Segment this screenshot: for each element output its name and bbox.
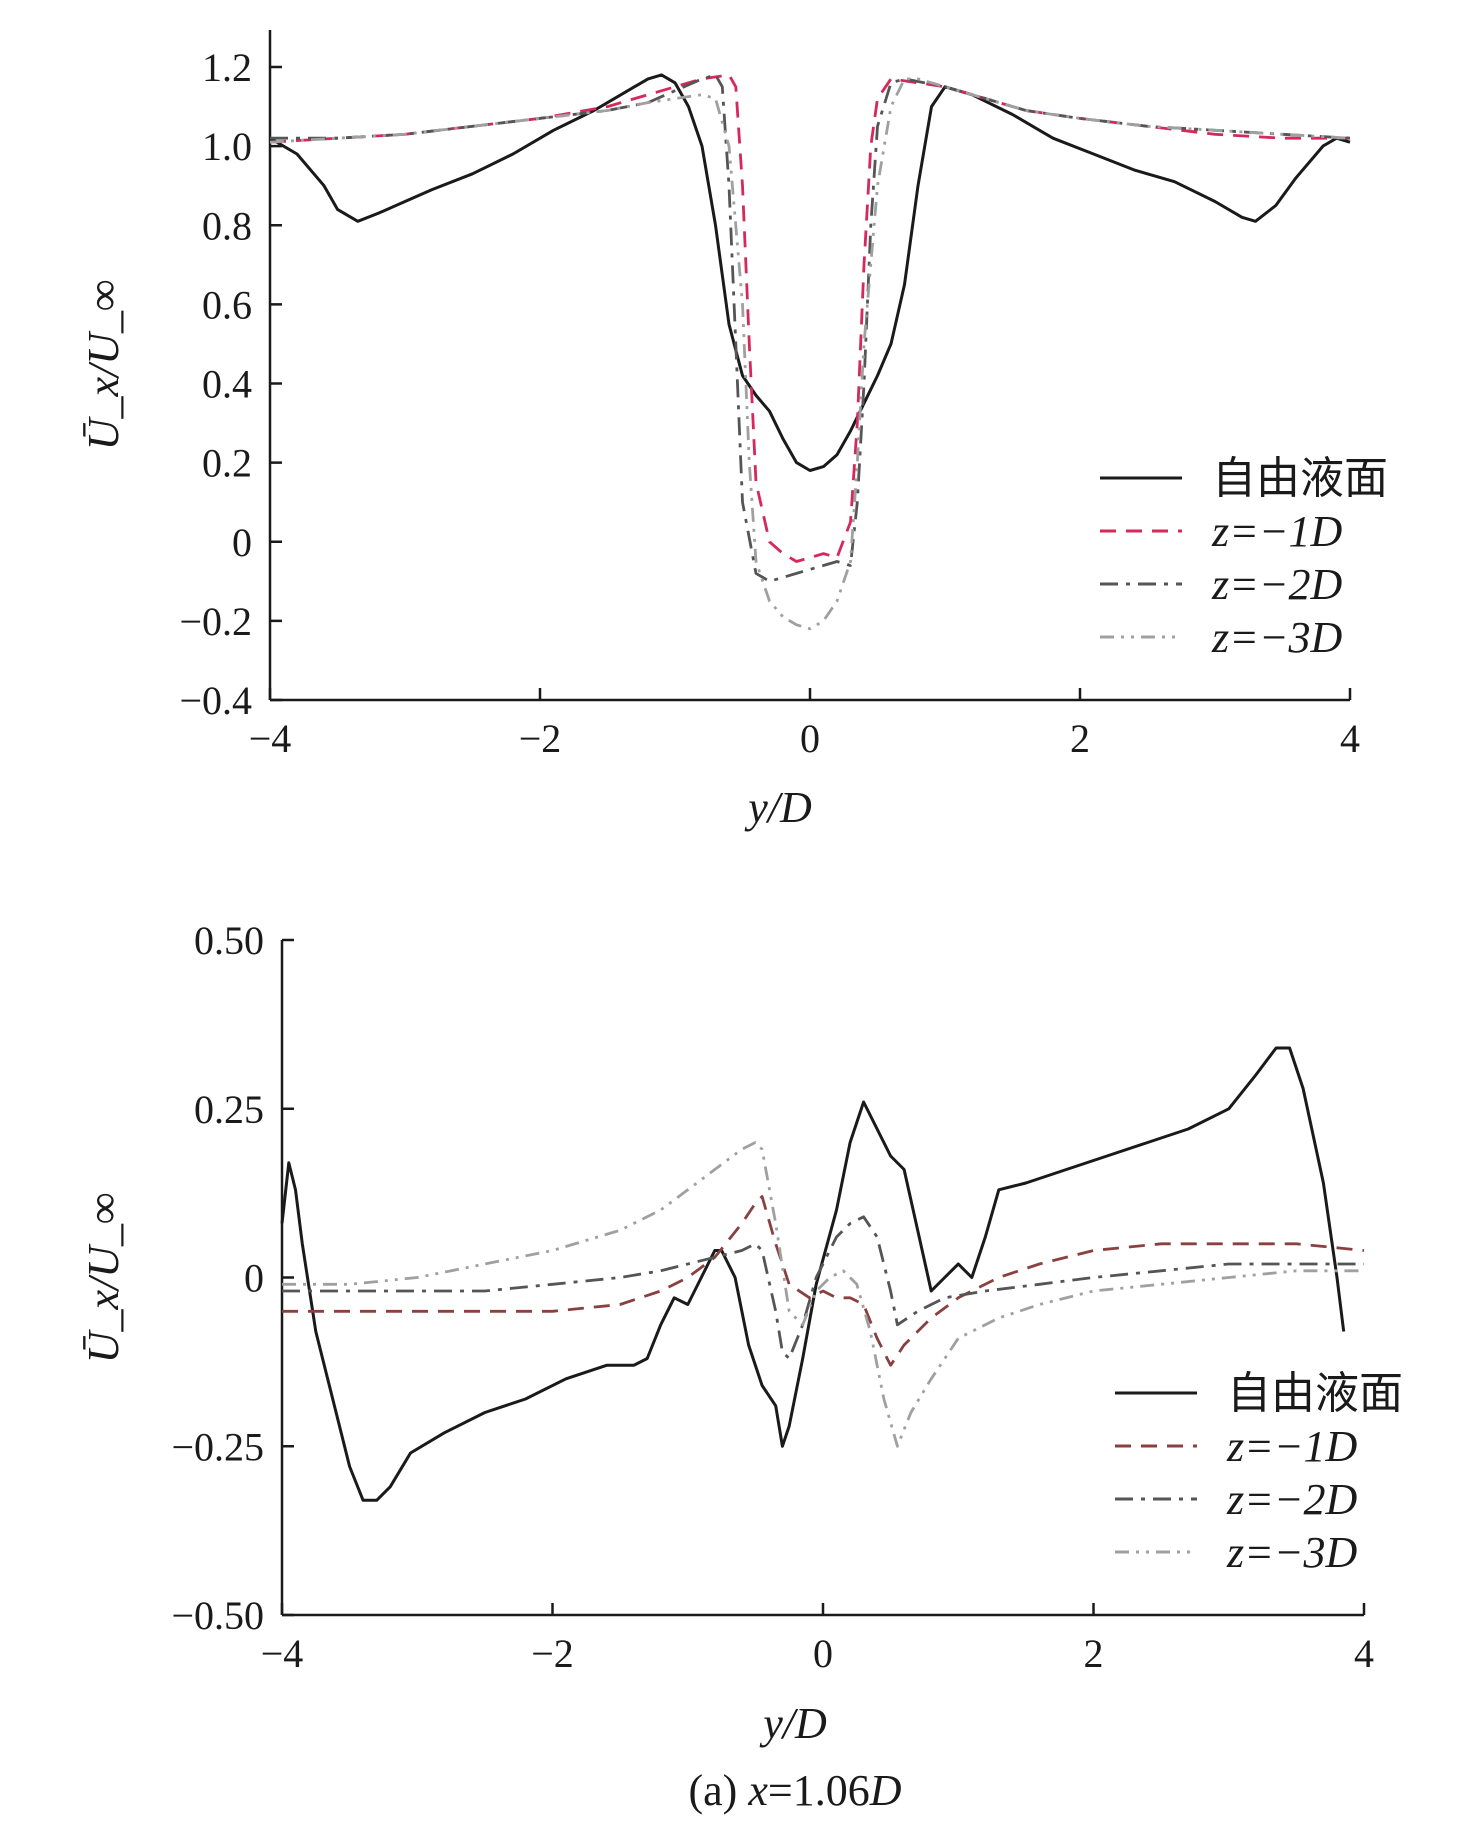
legend-label: z=−3D xyxy=(1226,1528,1358,1577)
x-tick-label: 0 xyxy=(800,716,820,761)
chart-top: 1.2 1.0 0.8 0.6 0.4 0.2 0 −0.2 −0.4−4 −2 0 2 4 y/D Ū… xyxy=(79,30,1388,832)
legend-label: 自由液面 xyxy=(1212,454,1388,503)
y-axis-label-bottom: Ū_x/U_∞ xyxy=(79,1193,128,1364)
y-tick-label: 0.4 xyxy=(202,362,252,407)
series-line-1 xyxy=(280,1046,1346,1502)
legend-label: z=−2D xyxy=(1211,560,1343,609)
x-tick-label: −2 xyxy=(519,716,562,761)
series-line-3 xyxy=(270,73,1351,583)
y-tick-label: −0.2 xyxy=(179,599,252,644)
x-tick-label: 4 xyxy=(1340,716,1360,761)
legend-label: z=−1D xyxy=(1211,507,1343,556)
series-line-4 xyxy=(269,77,1351,631)
y-tick-label: 0 xyxy=(232,520,252,565)
x-tick-label: 2 xyxy=(1084,1631,1104,1676)
y-tick-label: 0.25 xyxy=(194,1087,264,1132)
y-tick-label: −0.25 xyxy=(171,1424,264,1469)
series-line-1 xyxy=(269,73,1351,472)
series-line-2 xyxy=(269,73,1350,563)
chart-bottom: 0.50 0.25 0 −0.25 −0.50−4 −2 0 2 4 y/D Ū_x/U_∞ 自… xyxy=(79,918,1403,1748)
series-line-3 xyxy=(282,1215,1364,1360)
x-tick-label: −4 xyxy=(249,716,292,761)
x-tick-label: 0 xyxy=(813,1631,833,1676)
y-tick-label: −0.50 xyxy=(171,1593,264,1638)
y-tick-label: 1.2 xyxy=(202,45,252,90)
y-tick-label: 0.50 xyxy=(194,918,264,963)
y-tick-label: 0 xyxy=(244,1256,264,1301)
y-tick-label: 1.0 xyxy=(202,124,252,169)
legend-label: z=−3D xyxy=(1211,613,1343,662)
y-axis-label-top: Ū_x/U_∞ xyxy=(79,280,128,451)
x-axis-label-top: y/D xyxy=(744,783,812,832)
x-tick-label: −2 xyxy=(531,1631,574,1676)
legend-label: z=−1D xyxy=(1226,1422,1358,1471)
figure-caption: (a) x=1.06D xyxy=(689,1766,902,1815)
y-tick-label: 0.8 xyxy=(202,203,252,248)
series-line-2 xyxy=(282,1195,1365,1367)
y-tick-label: 0.2 xyxy=(202,441,252,486)
x-tick-label: −4 xyxy=(261,1631,304,1676)
x-tick-label: 4 xyxy=(1354,1631,1374,1676)
series-line-4 xyxy=(282,1141,1364,1448)
legend-label: z=−2D xyxy=(1226,1475,1358,1524)
y-tick-label: −0.4 xyxy=(179,678,252,723)
x-axis-label-bottom: y/D xyxy=(759,1699,827,1748)
y-tick-label: 0.6 xyxy=(202,282,252,327)
x-tick-label: 2 xyxy=(1070,716,1090,761)
legend-label: 自由液面 xyxy=(1227,1369,1403,1418)
